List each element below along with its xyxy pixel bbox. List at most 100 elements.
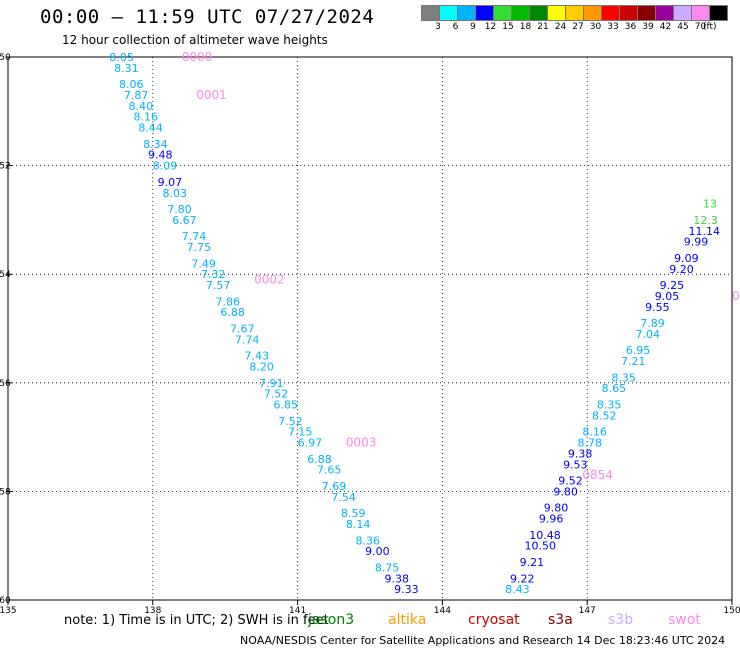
map-frame <box>7 56 733 601</box>
mission-jason3: jason3 <box>308 612 355 628</box>
wave-height-label: 8.20 <box>249 361 273 374</box>
wave-height-label: 12.3 <box>693 214 718 227</box>
page-title: 00:00 – 11:59 UTC 07/27/2024 <box>40 6 375 28</box>
footer-note: note: 1) Time is in UTC; 2) SWH is in fe… <box>64 613 329 628</box>
legend-unit: (ft) <box>703 22 717 32</box>
wave-height-label: 7.04 <box>635 328 660 341</box>
wave-height-label: 8.36 <box>356 534 381 547</box>
wave-height-label: 9.99 <box>684 236 709 249</box>
wave-height-label: 6.95 <box>626 344 651 357</box>
wave-height-label: 9.55 <box>645 301 670 314</box>
wave-height-label: 9.07 <box>158 176 183 189</box>
mission-altika: altika <box>388 612 427 628</box>
legend-swatch <box>709 5 728 21</box>
wave-height-label: 7.74 <box>182 230 207 243</box>
legend-value: 39 <box>642 22 654 32</box>
mission-s3a: s3a <box>548 612 573 628</box>
wave-height-label: 6.67 <box>172 214 197 227</box>
x-tick-label: 138 <box>144 606 161 616</box>
wave-height-label: 9.33 <box>394 583 419 596</box>
wave-height-label: 7.65 <box>317 464 342 477</box>
mission-s3b: s3b <box>608 612 634 628</box>
wave-height-label: 8.34 <box>143 138 168 151</box>
wave-height-label: 8.16 <box>133 111 158 124</box>
wave-height-label: 8.05 <box>109 51 134 64</box>
legend-value: 21 <box>537 22 549 32</box>
wave-height-label: 6.88 <box>220 306 245 319</box>
wave-height-label: 10.50 <box>524 540 556 553</box>
wave-height-label: 9.22 <box>510 572 535 585</box>
time-stamp-label: 0854 <box>582 468 613 482</box>
wave-height-label: 9.20 <box>669 263 694 276</box>
x-tick-label: 144 <box>434 606 451 616</box>
wave-height-label: 7.75 <box>187 241 212 254</box>
wave-height-label: 13 <box>703 198 717 211</box>
legend-value: 12 <box>484 22 497 32</box>
legend-value: 24 <box>554 22 567 32</box>
wave-height-label: 8.78 <box>578 437 603 450</box>
wave-height-label: 8.44 <box>138 122 163 135</box>
wave-height-label: 7.49 <box>191 257 216 270</box>
wave-height-label: 8.35 <box>611 371 636 384</box>
x-tick-label: 135 <box>0 606 17 616</box>
wave-height-label: 9.53 <box>563 458 588 471</box>
wave-height-label: 8.43 <box>505 583 530 596</box>
legend-value: 42 <box>659 22 672 32</box>
wave-height-label: 9.38 <box>384 572 409 585</box>
time-stamp-label: 0000 <box>182 50 213 64</box>
wave-height-label: 8.14 <box>346 518 371 531</box>
page-subtitle: 12 hour collection of altimeter wave hei… <box>62 33 328 47</box>
wave-height-label: 9.09 <box>674 252 699 265</box>
wave-height-label: 7.52 <box>264 388 289 401</box>
wave-height-label: 9.48 <box>148 149 173 162</box>
mission-cryosat: cryosat <box>468 612 520 628</box>
wave-height-label: 8.16 <box>582 426 607 439</box>
wave-height-label: 10.48 <box>529 529 561 542</box>
x-tick-label: 147 <box>579 606 596 616</box>
legend-value: 9 <box>470 22 476 32</box>
wave-height-label: 8.35 <box>597 399 622 412</box>
wave-height-label: 9.21 <box>520 556 545 569</box>
wave-height-label: 7.67 <box>230 323 255 336</box>
wave-height-label: 6.97 <box>298 437 323 450</box>
wave-height-label: 9.05 <box>655 290 680 303</box>
wave-height-label: 7.54 <box>331 491 356 504</box>
wave-height-label: 9.38 <box>568 447 593 460</box>
legend-value: 18 <box>519 22 532 32</box>
y-tick-label: -52 <box>0 162 11 172</box>
legend-value: 27 <box>572 22 584 32</box>
x-tick-label: 141 <box>289 606 306 616</box>
wave-height-label: 11.14 <box>689 225 721 238</box>
wave-height-label: 7.43 <box>245 350 269 363</box>
wave-height-label: 8.52 <box>592 409 617 422</box>
wave-height-label: 8.06 <box>119 78 144 91</box>
wave-height-label: 9.25 <box>660 279 685 292</box>
wave-height-label: 8.65 <box>602 382 627 395</box>
time-stamp-label: 0003 <box>346 436 377 450</box>
wave-height-label: 7.21 <box>621 355 646 368</box>
wave-height-label: 9.80 <box>544 502 569 515</box>
wave-height-label: 8.31 <box>114 62 139 75</box>
color-legend: 3 6 9 12 15 18 21 24 27 30 33 36 39 42 45 70 (ft) <box>421 5 728 33</box>
wave-height-label: 8.09 <box>153 160 178 173</box>
wave-height-label: 7.89 <box>640 317 665 330</box>
wave-height-label: 7.86 <box>216 295 241 308</box>
legend-value: 6 <box>452 22 459 32</box>
legend-value: 15 <box>502 22 514 32</box>
legend-value: 33 <box>607 22 619 32</box>
wave-height-label: 6.85 <box>273 399 298 412</box>
legend-value: 3 <box>435 22 441 32</box>
y-tick-label: -50 <box>0 53 11 63</box>
time-stamp-label: 0 <box>732 289 740 303</box>
y-tick-label: -54 <box>0 270 11 280</box>
wave-height-label: 8.40 <box>129 100 154 113</box>
wave-height-label: 9.96 <box>539 513 564 526</box>
wave-height-label: 7.32 <box>201 268 226 281</box>
wave-height-label: 7.15 <box>288 426 313 439</box>
wave-height-label: 8.59 <box>341 507 366 520</box>
x-tick-label: 150 <box>723 606 740 616</box>
y-tick-label: -56 <box>0 379 11 389</box>
legend-value: 30 <box>589 22 602 32</box>
time-stamp-label: 0001 <box>196 88 227 102</box>
